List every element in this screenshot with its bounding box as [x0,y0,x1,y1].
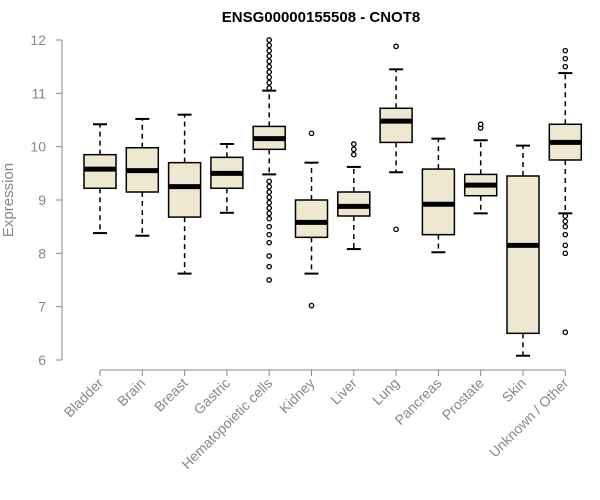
x-tick-label-2: Breast [151,375,191,415]
x-tick-label-8: Pancreas [391,375,444,428]
outlier-point [350,151,357,158]
outlier-point [562,231,569,238]
outlier-point [266,42,273,49]
x-tick-label-11: Unknown / Other [486,375,572,461]
outlier-point [308,302,315,309]
outlier-point [393,226,399,233]
y-tick-label-8: 8 [38,245,46,261]
outlier-point [266,231,273,238]
outlier-point [266,263,273,270]
boxes-group [83,37,583,357]
box-5 [294,130,329,309]
x-tick-label-7: Lung [369,375,402,408]
iqr-box [379,107,413,144]
outlier-point [266,189,273,195]
outlier-point [266,53,273,59]
x-tick-label-1: Brain [114,375,148,409]
y-tick-label-12: 12 [30,32,46,48]
outlier-point [266,63,273,70]
outlier-point [266,58,273,65]
outlier-point [562,329,569,336]
y-axis-title: Expression [0,163,17,237]
outlier-point [266,210,273,217]
outlier-point [266,253,273,259]
outlier-point [266,205,273,211]
outlier-point [266,194,273,201]
outlier-point [562,63,569,70]
outlier-point [266,74,273,81]
box-11 [548,47,583,336]
x-tick-label-6: Liver [327,375,360,408]
outlier-point [266,199,273,206]
x-tick-label-5: Kidney [276,375,318,417]
box-10 [506,144,540,357]
outlier-point [308,130,315,137]
outlier-point [266,223,273,230]
iqr-box [294,199,329,239]
outlier-point [266,85,273,91]
box-3 [210,143,244,214]
box-7 [379,43,413,233]
outlier-point [266,37,273,43]
box-0 [83,123,117,235]
box-4 [252,37,286,283]
outlier-point [562,213,569,219]
y-tick-label-10: 10 [30,139,46,155]
outlier-point [562,250,569,257]
outlier-point [562,218,569,225]
outlier-point [266,178,273,185]
box-2 [167,113,202,275]
y-tick-label-6: 6 [38,352,46,368]
outlier-point [266,277,273,283]
outlier-point [393,43,399,50]
y-tick-label-9: 9 [38,192,46,208]
box-6 [337,141,371,251]
outlier-point [266,215,273,222]
outlier-point [266,47,273,54]
iqr-box [506,175,540,335]
y-tick-label-11: 11 [31,85,46,101]
iqr-box [167,161,202,218]
box-9 [463,121,498,215]
outlier-point [562,242,569,249]
outlier-point [477,121,484,128]
y-tick-label-7: 7 [38,299,46,315]
box-1 [125,117,160,237]
outlier-point [350,146,357,153]
outlier-point [266,239,273,246]
outlier-point [350,141,357,147]
outlier-point [562,55,569,62]
outlier-point [266,183,273,190]
outlier-point [562,223,569,230]
outlier-point [266,69,273,75]
x-tick-label-0: Bladder [61,375,107,421]
y-axis: 6 7 8 9 10 11 12 [30,32,63,368]
x-tick-label-10: Skin [499,375,530,406]
chart-title: ENSG00000155508 - CNOT8 [222,9,420,26]
outlier-point [266,79,273,86]
outlier-point [562,47,569,54]
box-8 [421,137,456,254]
x-tick-label-9: Prostate [439,375,487,423]
